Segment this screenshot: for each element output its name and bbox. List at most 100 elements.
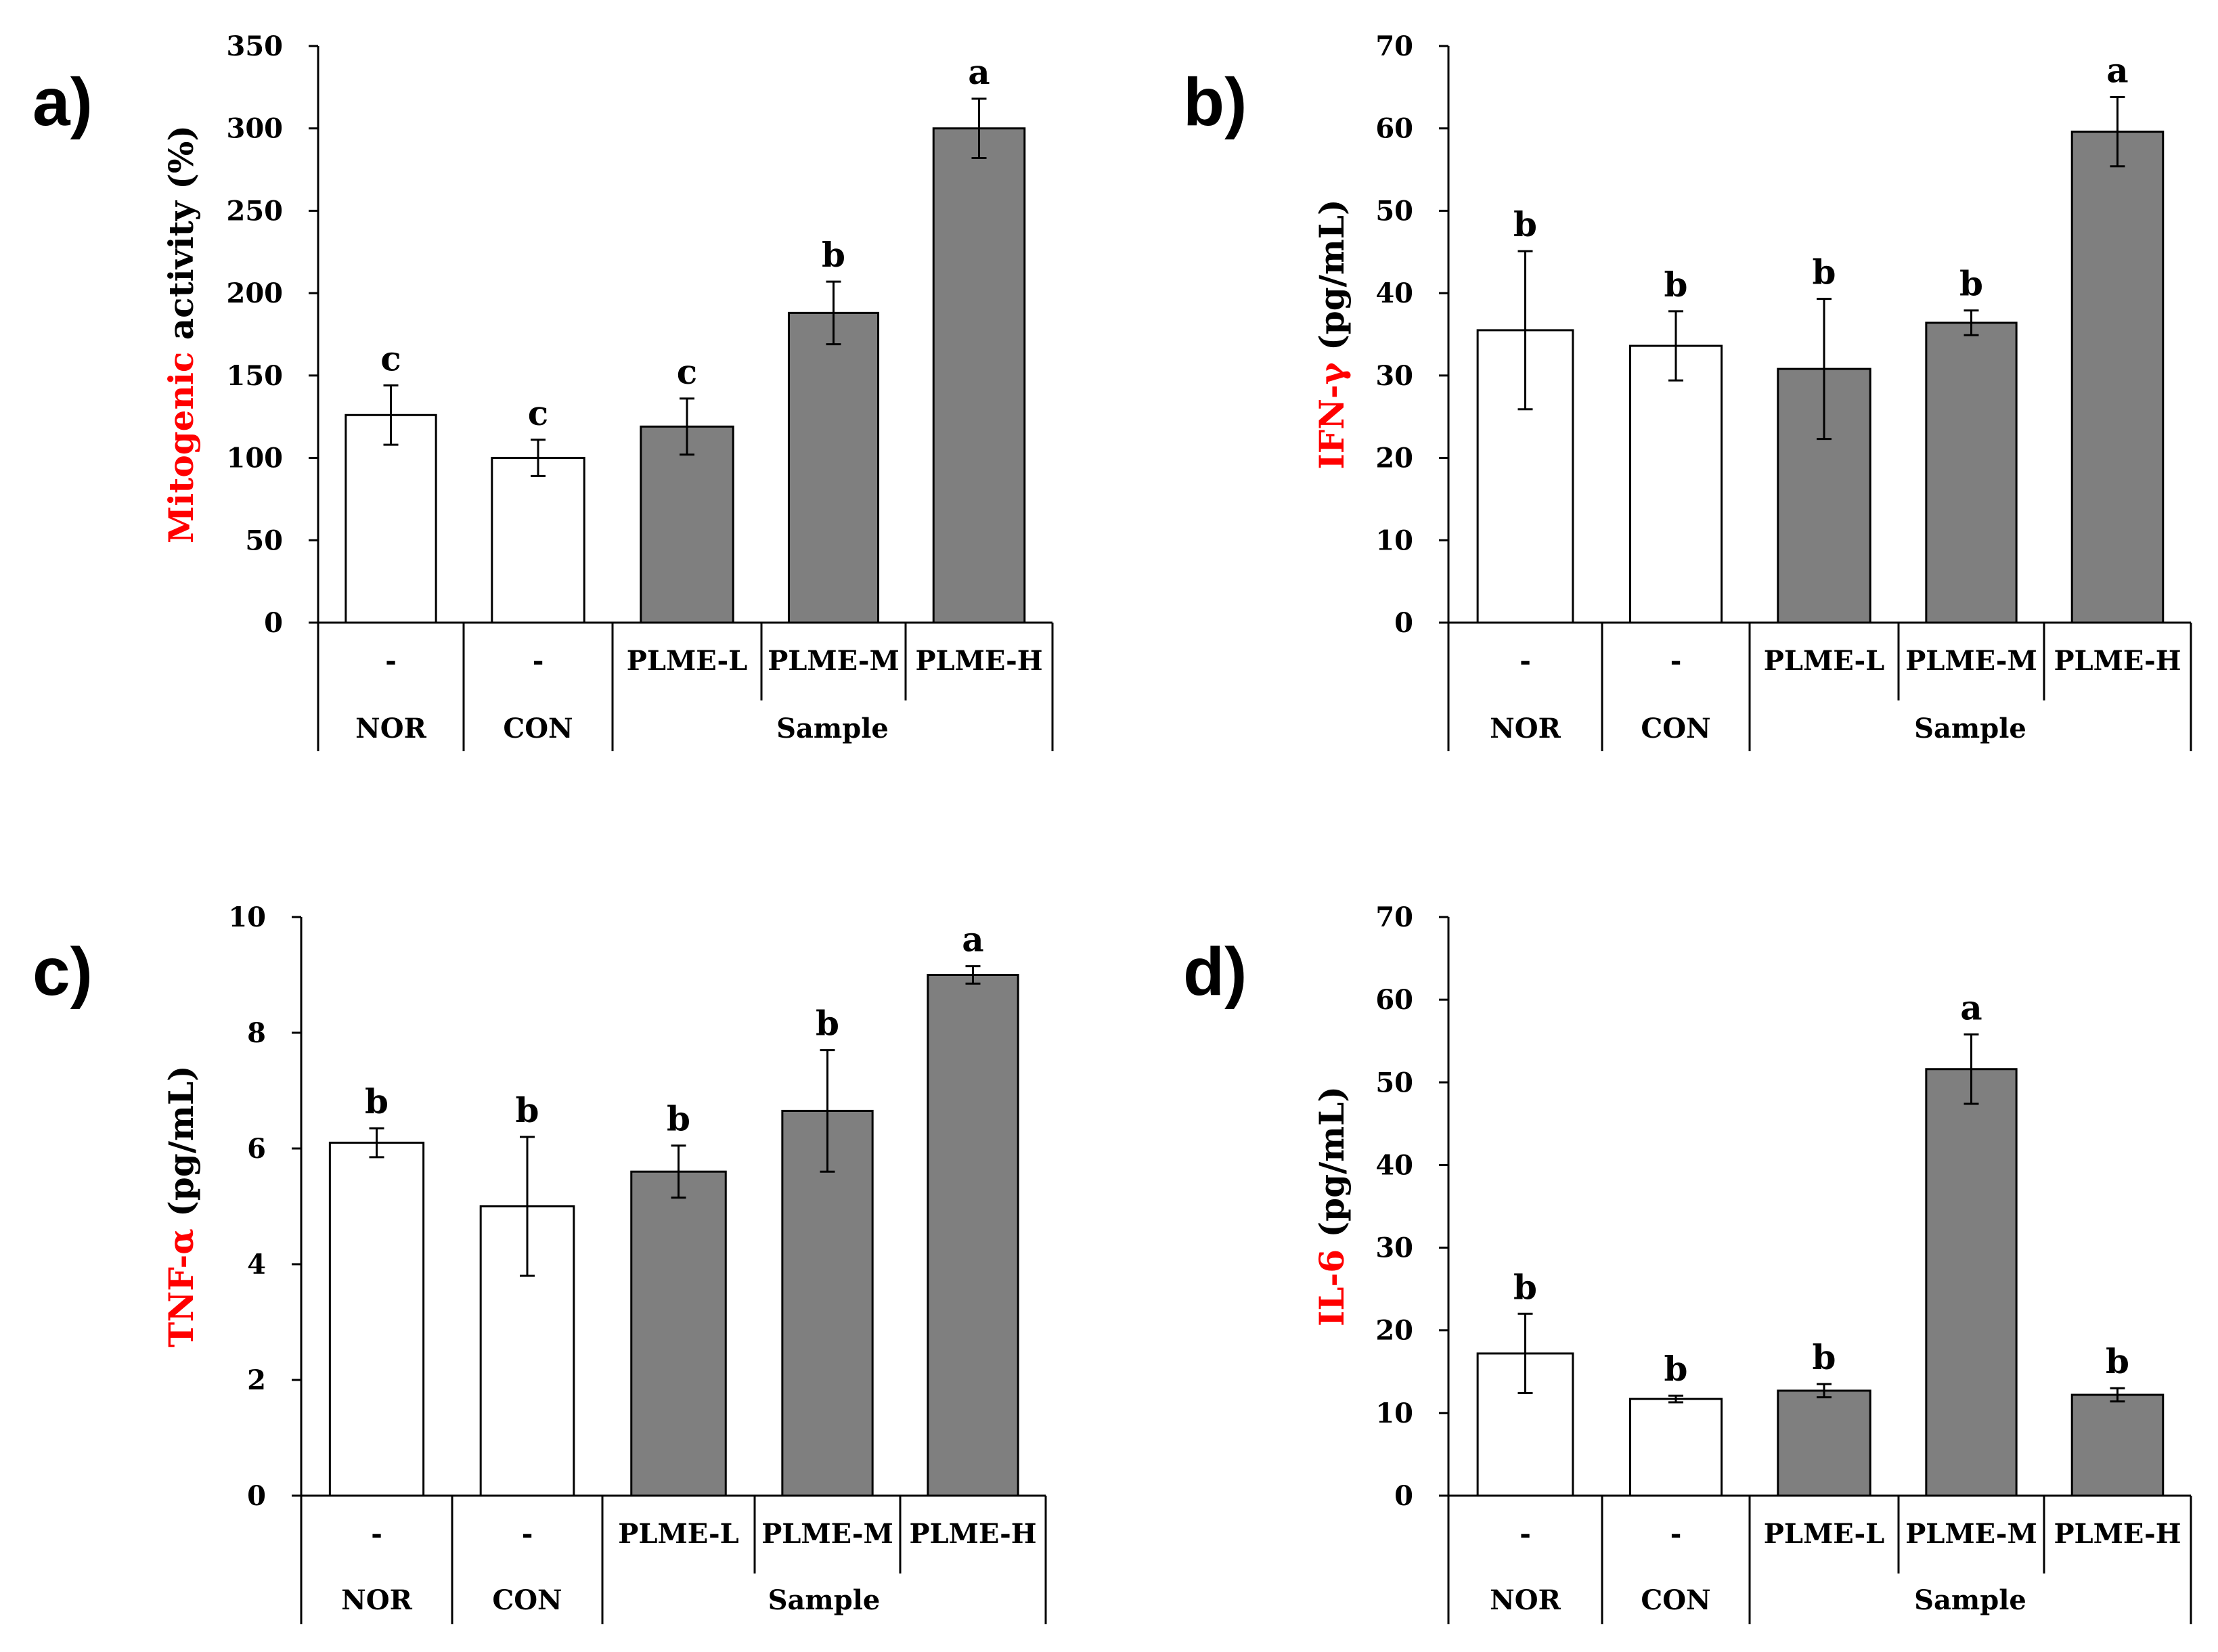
y-tick-label: 6 (247, 1133, 266, 1165)
significance-label: b (1664, 1349, 1688, 1389)
group-label: Sample (1914, 1584, 2026, 1616)
y-axis-label-highlight: TNF-α (161, 1228, 201, 1347)
bar (932, 127, 1026, 624)
significance-label: c (677, 352, 697, 392)
bar (491, 457, 585, 624)
y-tick-label: 0 (247, 1480, 266, 1512)
significance-label: b (822, 235, 845, 275)
group-label: CON (1641, 1584, 1710, 1616)
group-label: CON (492, 1584, 562, 1616)
y-tick-label: 70 (1375, 901, 1413, 933)
y-tick-label: 10 (1375, 1398, 1413, 1429)
category-label: PLME-L (627, 645, 747, 677)
significance-label: b (365, 1081, 389, 1121)
category-label: PLME-M (768, 645, 900, 677)
y-tick-label: 250 (227, 195, 284, 227)
bar (787, 311, 880, 624)
category-label: - (1520, 645, 1531, 677)
group-label: NOR (355, 713, 426, 744)
y-tick-label: 30 (1375, 1232, 1413, 1264)
y-tick-label: 4 (247, 1249, 266, 1280)
y-tick-label: 100 (227, 443, 284, 474)
panel-c: c) b - b - b PLME-L b PLME-M a PLME-H 0 2 4 6 8 10 NOR CON… (32, 901, 1047, 1624)
category-label: - (371, 1518, 382, 1550)
y-tick-label: 50 (1375, 1067, 1413, 1098)
y-tick-label: 50 (245, 524, 283, 556)
group-label: Sample (1914, 713, 2026, 744)
category-label: PLME-M (1905, 1518, 2037, 1550)
significance-label: a (962, 920, 983, 960)
significance-label: c (380, 338, 401, 378)
category-label: PLME-H (915, 645, 1042, 677)
y-axis-label: IL-6 (pg/mL) (1312, 1086, 1352, 1326)
group-label: NOR (341, 1584, 412, 1616)
y-tick-label: 20 (1375, 1315, 1413, 1347)
panel-letter: a) (32, 64, 93, 140)
category-label: PLME-L (618, 1518, 738, 1550)
category-label: PLME-M (1905, 645, 2037, 677)
significance-label: b (516, 1090, 539, 1130)
bar (1777, 1389, 1871, 1497)
y-tick-label: 30 (1375, 360, 1413, 392)
significance-label: a (968, 52, 990, 92)
category-label: - (1520, 1518, 1531, 1550)
y-axis-label-highlight: IL-6 (1312, 1249, 1352, 1326)
significance-label: b (1664, 265, 1688, 305)
y-axis-label-rest: activity (%) (161, 125, 201, 352)
y-tick-label: 2 (247, 1364, 266, 1396)
panel-d: d) b - b - b PLME-L a PLME-M b PLME-H 0 10 20 30 40 50 60… (1183, 901, 2192, 1624)
y-tick-label: 0 (1394, 607, 1413, 639)
significance-label: c (528, 393, 548, 433)
y-tick-label: 350 (227, 30, 284, 62)
y-tick-label: 200 (227, 277, 284, 309)
y-axis-label: Mitogenic activity (%) (161, 125, 201, 543)
bar (1628, 1398, 1723, 1497)
category-label: - (385, 645, 397, 677)
y-axis-label-rest: (pg/mL) (161, 1065, 201, 1228)
panel-letter: c) (32, 934, 93, 1010)
y-axis-label-rest: (pg/mL) (1312, 1086, 1352, 1249)
category-label: PLME-L (1764, 645, 1884, 677)
significance-label: b (667, 1099, 690, 1139)
panel-letter: d) (1183, 934, 1247, 1010)
bar (1925, 1068, 2018, 1497)
y-axis-label-rest: (pg/mL) (1312, 199, 1352, 362)
significance-label: a (2106, 50, 2128, 90)
category-label: - (1670, 1518, 1682, 1550)
category-label: PLME-H (2054, 645, 2181, 677)
category-label: - (1670, 645, 1682, 677)
significance-label: b (1813, 1337, 1836, 1377)
y-tick-label: 40 (1375, 277, 1413, 309)
category-label: PLME-L (1764, 1518, 1884, 1550)
y-tick-label: 60 (1375, 984, 1413, 1016)
significance-label: a (1960, 987, 1982, 1027)
bar (1925, 321, 2018, 624)
significance-label: b (1959, 264, 1983, 304)
y-tick-label: 0 (264, 607, 283, 639)
panel-b: b) b - b - b PLME-L b PLME-M a PLME-H 0 10 20 30 40 50 60… (1183, 30, 2192, 751)
panel-letter: b) (1183, 64, 1247, 140)
y-tick-label: 50 (1375, 195, 1413, 227)
bar (640, 425, 734, 624)
y-tick-label: 8 (247, 1017, 266, 1049)
group-label: NOR (1490, 713, 1561, 744)
y-axis-label: TNF-α (pg/mL) (161, 1065, 201, 1347)
panel-a: a) c - c - c PLME-L b PLME-M a PLME-H 0 50 100 150 200 2… (32, 30, 1054, 751)
y-tick-label: 0 (1394, 1480, 1413, 1512)
category-label: - (522, 1518, 533, 1550)
bar (328, 1141, 425, 1497)
y-tick-label: 60 (1375, 113, 1413, 145)
bar (927, 974, 1019, 1497)
y-axis-label: IFN-γ (pg/mL) (1312, 199, 1352, 469)
bar (630, 1170, 727, 1497)
significance-label: b (816, 1004, 839, 1044)
group-label: CON (1641, 713, 1710, 744)
y-tick-label: 20 (1375, 443, 1413, 474)
significance-label: b (2106, 1341, 2129, 1381)
y-tick-label: 40 (1375, 1149, 1413, 1181)
y-tick-label: 10 (228, 901, 266, 933)
bar (345, 414, 437, 624)
bar (2070, 1393, 2165, 1497)
group-label: CON (503, 713, 573, 744)
